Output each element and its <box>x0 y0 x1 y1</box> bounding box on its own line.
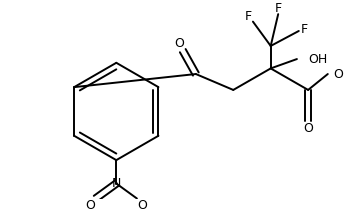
Text: O: O <box>333 68 343 81</box>
Text: F: F <box>275 2 282 15</box>
Text: OH: OH <box>308 53 327 66</box>
Text: O: O <box>85 199 95 212</box>
Text: O: O <box>174 37 184 50</box>
Text: O: O <box>137 199 147 212</box>
Text: F: F <box>301 23 308 36</box>
Text: N: N <box>112 177 121 190</box>
Text: O: O <box>303 122 313 135</box>
Text: F: F <box>245 10 252 22</box>
